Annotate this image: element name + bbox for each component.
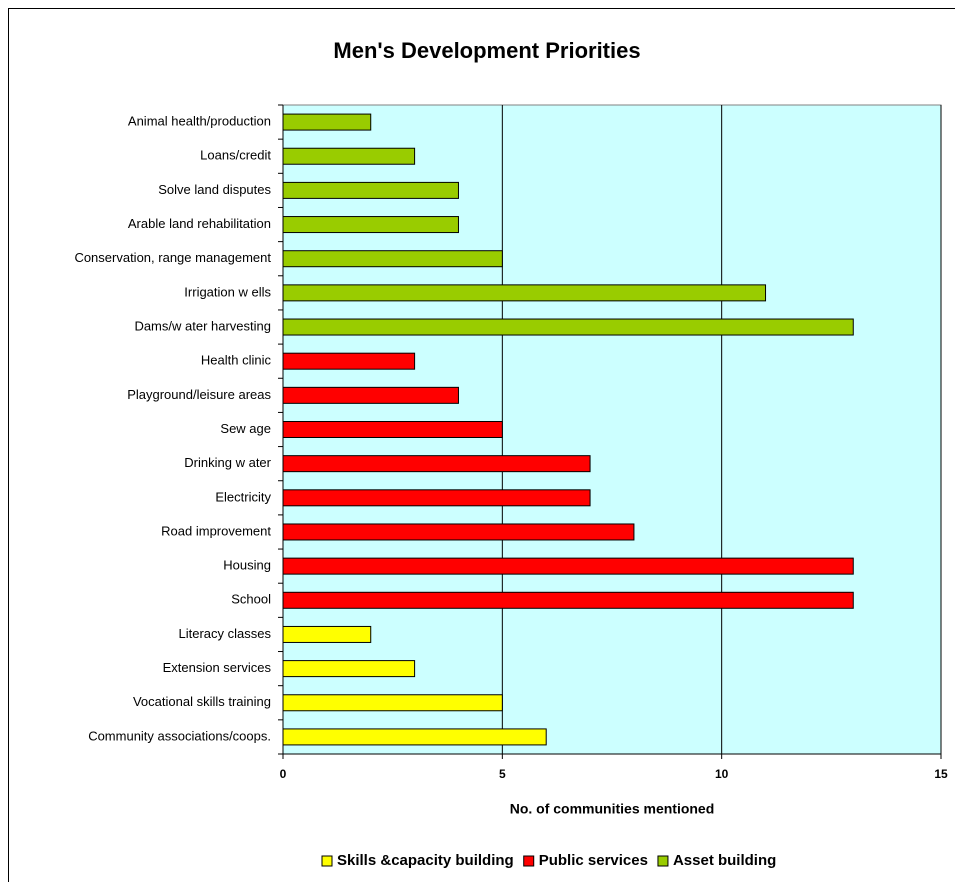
y-tick-label: Arable land rehabilitation [128,216,271,231]
y-tick-label: Playground/leisure areas [127,387,271,402]
y-tick-label: Conservation, range management [74,250,271,265]
y-tick-label: Health clinic [201,353,272,368]
y-tick-label: Drinking w ater [184,455,271,470]
bar [282,728,547,746]
legend-label: Asset building [673,852,776,869]
y-tick-label: Animal health/production [128,114,271,129]
bar [282,216,459,234]
x-tick-label: 10 [715,767,729,781]
bar [282,455,591,473]
bar [282,591,854,609]
bar [282,660,416,678]
y-tick-label: Electricity [215,489,271,504]
y-tick-label: School [231,592,271,607]
chart-title: Men's Development Priorities [333,38,640,63]
y-tick-label: Solve land disputes [158,182,271,197]
bar [282,284,767,302]
legend-swatch [321,855,333,867]
x-tick-label: 0 [280,767,287,781]
x-axis-label: No. of communities mentioned [510,801,715,817]
bar [282,523,635,541]
legend-label: Public services [539,852,648,869]
y-tick-label: Road improvement [161,523,271,538]
y-tick-label: Literacy classes [179,626,272,641]
x-tick-label: 5 [499,767,506,781]
y-tick-label: Irrigation w ells [184,284,271,299]
bar [282,625,372,643]
bar [282,489,591,507]
legend-swatch [523,855,535,867]
y-tick-label: Dams/w ater harvesting [134,318,271,333]
y-tick-label: Extension services [163,660,272,675]
bar [282,113,372,131]
y-tick-label: Sew age [220,421,271,436]
bar [282,181,459,199]
y-tick-label: Vocational skills training [133,694,271,709]
legend-swatch [657,855,669,867]
bar [282,352,416,370]
bar [282,694,503,712]
bar [282,147,416,165]
y-tick-label: Community associations/coops. [88,728,271,743]
y-tick-label: Housing [223,558,271,573]
legend-label: Skills &capacity building [337,852,514,869]
bar [282,318,854,336]
bar [282,250,503,268]
y-tick-label: Loans/credit [200,148,271,163]
bar [282,421,503,438]
bar [282,557,854,575]
bar [282,386,459,404]
x-tick-label: 15 [934,767,948,781]
